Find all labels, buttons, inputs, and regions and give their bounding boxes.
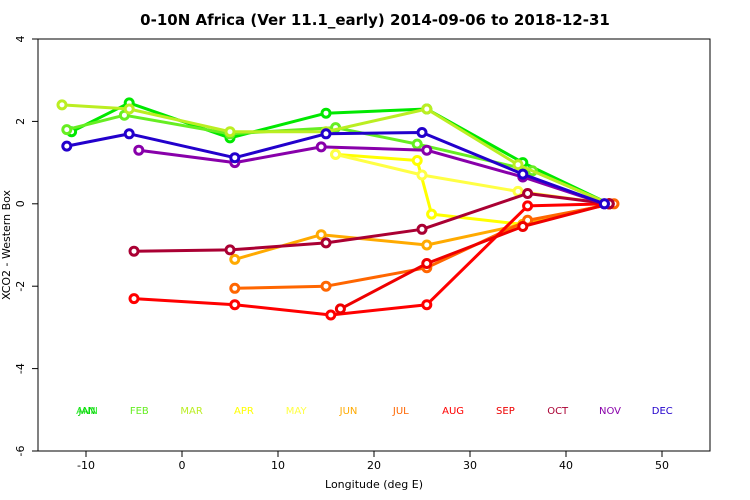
series-line	[133, 192, 610, 253]
x-tick-label: 30	[463, 459, 477, 472]
series-oct	[128, 188, 615, 257]
data-point	[61, 124, 73, 136]
month-label-nov: NOV	[599, 406, 621, 417]
data-point	[512, 159, 524, 171]
data-point	[320, 237, 332, 249]
series-aug	[128, 198, 615, 321]
series-line	[138, 145, 605, 206]
data-point	[56, 99, 68, 111]
data-point	[133, 144, 145, 156]
data-point	[315, 141, 327, 153]
data-point	[522, 188, 534, 199]
month-label-may: MAY	[286, 406, 308, 417]
data-point	[416, 169, 428, 181]
data-point	[421, 299, 433, 311]
month-label-dec: DEC	[652, 406, 673, 417]
month-label-ann: ANN	[76, 406, 98, 417]
x-tick-label: 20	[367, 459, 381, 472]
y-tick-label: 2	[14, 118, 27, 125]
data-point	[229, 152, 241, 164]
month-label-jun: JUN	[339, 406, 358, 417]
data-point	[61, 140, 73, 152]
data-point	[123, 128, 135, 140]
data-point	[330, 148, 342, 160]
data-point	[411, 138, 423, 150]
data-point	[320, 128, 332, 140]
month-label-feb: FEB	[130, 406, 149, 417]
data-point	[229, 282, 241, 294]
month-labels: JAN FEB MAR APR MAY JUN JUL AUG SEP OCT NOV DEC ANN	[76, 406, 673, 417]
y-tick-label: -4	[14, 363, 27, 374]
data-point	[517, 168, 529, 180]
data-point	[229, 253, 241, 265]
series-line	[133, 202, 610, 317]
data-point	[416, 127, 428, 138]
data-point	[128, 293, 140, 305]
data-point	[512, 185, 524, 197]
data-point	[123, 103, 135, 115]
data-point	[416, 223, 428, 235]
y-tick-label: 0	[14, 200, 27, 207]
y-tick-label: -2	[14, 281, 27, 292]
month-label-oct: OCT	[547, 406, 569, 417]
data-point	[315, 229, 327, 241]
chart-title: 0-10N Africa (Ver 11.1_early) 2014-09-06…	[140, 11, 610, 29]
data-point	[421, 144, 433, 156]
data-point	[426, 208, 438, 220]
month-label-apr: APR	[234, 406, 254, 417]
data-point	[128, 245, 140, 257]
series-line	[339, 202, 610, 311]
x-axis-label: Longitude (deg E)	[325, 478, 423, 491]
x-tick-label: 50	[655, 459, 669, 472]
data-point	[224, 244, 236, 256]
data-point	[517, 221, 529, 232]
x-tick-label: 0	[179, 459, 186, 472]
y-tick-label: 4	[14, 36, 27, 43]
month-label-aug: AUG	[442, 406, 464, 417]
month-label-sep: SEP	[496, 406, 515, 417]
series-layer	[56, 97, 620, 321]
x-axis: -10 0 10 20 30 40 50	[77, 451, 669, 472]
month-label-mar: MAR	[180, 406, 202, 417]
data-point	[320, 280, 332, 292]
data-point	[320, 107, 332, 119]
x-tick-label: 40	[559, 459, 573, 472]
x-tick-label: 10	[271, 459, 285, 472]
x-tick-label: -10	[77, 459, 95, 472]
data-point	[224, 126, 236, 138]
y-axis-label: XCO2 - Western Box	[0, 189, 13, 300]
data-point	[598, 198, 610, 210]
data-point	[229, 299, 241, 311]
month-label-jan: JAN	[77, 406, 95, 417]
month-label-jul: JUL	[392, 406, 409, 417]
data-point	[325, 309, 337, 321]
data-point	[421, 103, 433, 115]
data-point	[411, 155, 423, 166]
y-tick-label: -6	[14, 446, 27, 457]
data-point	[421, 258, 433, 269]
y-axis: -6 -4 -2 0 2 4	[14, 36, 38, 457]
series-dec	[61, 127, 610, 210]
data-point	[334, 303, 346, 315]
data-point	[522, 200, 534, 212]
plot-frame	[37, 38, 711, 452]
data-point	[421, 239, 433, 251]
